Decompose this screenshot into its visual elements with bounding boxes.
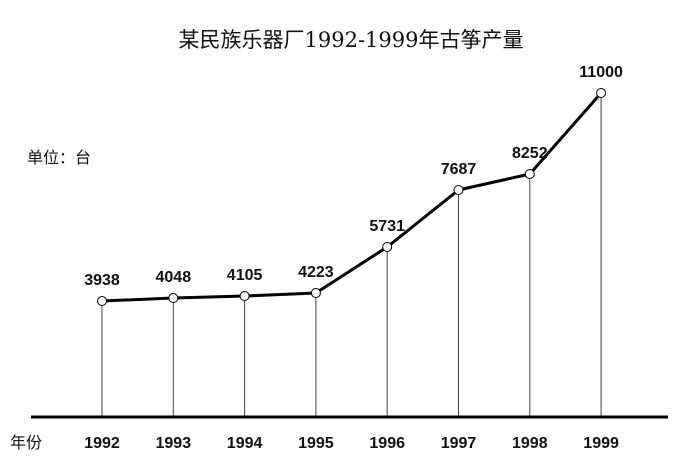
- data-point-marker: [97, 296, 107, 306]
- x-tick-label: 1995: [298, 435, 334, 452]
- data-point-marker: [453, 185, 464, 195]
- x-tick-label: 1992: [84, 435, 120, 452]
- data-label: 4223: [298, 264, 334, 281]
- unit-label: 单位：台: [27, 148, 91, 167]
- data-labels: 3938 4048 4105 4223 5731 7687 8252 11000: [84, 64, 623, 289]
- x-axis-tick-labels: 1992 1993 1994 1995 1996 1997 1998 1999: [84, 435, 619, 452]
- data-label: 5731: [369, 218, 405, 235]
- data-label: 8252: [512, 145, 548, 162]
- data-label: 7687: [441, 161, 477, 178]
- data-label: 4048: [156, 269, 192, 286]
- x-tick-label: 1999: [583, 435, 619, 452]
- data-point-marker: [239, 291, 250, 301]
- data-markers: [97, 88, 607, 306]
- drop-lines: [101, 93, 602, 417]
- x-tick-label: 1993: [156, 435, 192, 452]
- x-tick-label: 1998: [512, 435, 548, 452]
- data-point-marker: [596, 88, 607, 98]
- data-point-marker: [310, 288, 321, 298]
- x-tick-label: 1997: [441, 435, 477, 452]
- data-label: 11000: [579, 64, 623, 81]
- data-point-marker: [168, 293, 179, 303]
- x-tick-label: 1996: [369, 435, 405, 452]
- data-label: 3938: [84, 272, 120, 289]
- data-label: 4105: [227, 267, 263, 284]
- chart-title: 某民族乐器厂1992-1999年古筝产量: [179, 28, 524, 52]
- x-axis-title: 年份: [10, 433, 42, 452]
- data-point-marker: [524, 169, 535, 179]
- series-line: [101, 92, 603, 303]
- x-tick-label: 1994: [227, 435, 263, 452]
- data-point-marker: [382, 242, 393, 252]
